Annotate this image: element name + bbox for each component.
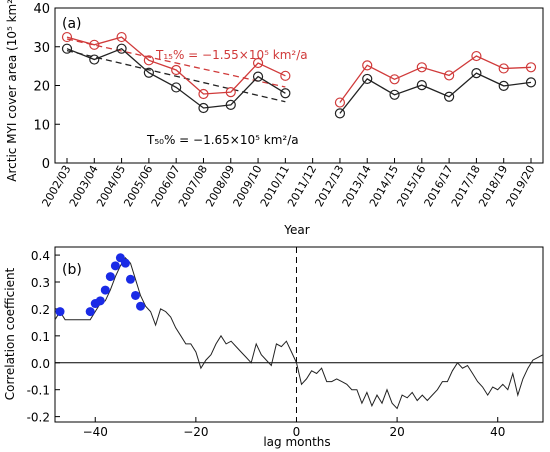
y-tick-label: 0.3 bbox=[31, 276, 50, 290]
data-point-t50 bbox=[362, 73, 373, 85]
y-tick-label: 10 bbox=[33, 118, 50, 133]
data-point-t15 bbox=[334, 97, 346, 108]
y-tick-label: 20 bbox=[33, 80, 50, 95]
panel-a-frame bbox=[54, 7, 544, 164]
correlation-line bbox=[54, 256, 544, 410]
data-point-t15 bbox=[61, 31, 73, 43]
panel-a-ylabel: Arctic MYI cover area (10⁵ km²) bbox=[5, 0, 19, 182]
significant-point bbox=[120, 258, 130, 268]
data-point-t15 bbox=[389, 74, 400, 85]
x-tick-label: 0 bbox=[293, 425, 301, 439]
panel-a-x-ticks: 2002/032003/042004/052005/062006/072007/… bbox=[39, 158, 538, 209]
significant-point bbox=[55, 307, 65, 317]
significant-point bbox=[105, 272, 115, 282]
panel-b-series bbox=[54, 256, 544, 410]
data-point-t50 bbox=[416, 80, 427, 91]
annotation-t50: T₅₀% = −1.65×10⁵ km²/a bbox=[146, 133, 299, 147]
data-point-t50 bbox=[498, 80, 509, 91]
panel-a-y-ticks: 0 10 20 30 40 bbox=[33, 2, 60, 172]
significant-point bbox=[130, 290, 140, 300]
data-point-t50 bbox=[171, 82, 182, 93]
data-point-t15 bbox=[525, 62, 537, 73]
y-tick-label: 0.2 bbox=[31, 303, 50, 317]
y-tick-label: 40 bbox=[33, 2, 50, 17]
panel-b: (b) Correlation coefficient lag months -… bbox=[3, 246, 544, 449]
y-tick-label: 0.4 bbox=[31, 249, 50, 263]
panel-b-y-ticks: -0.2 -0.1 0.0 0.1 0.2 0.3 0.4 bbox=[27, 249, 60, 425]
data-point-t15 bbox=[89, 39, 100, 50]
series-line-t50 bbox=[339, 72, 532, 114]
panel-a: (a) Arctic MYI cover area (10⁵ km²) Year… bbox=[5, 0, 544, 237]
annotation-t15: T₁₅% = −1.55×10⁵ km²/a bbox=[155, 48, 308, 62]
data-point-t15 bbox=[362, 60, 373, 71]
y-tick-label: -0.1 bbox=[27, 384, 50, 398]
data-point-t50 bbox=[89, 54, 100, 65]
panel-b-markers bbox=[55, 253, 146, 317]
data-point-t15 bbox=[143, 55, 154, 66]
data-point-t50 bbox=[525, 77, 537, 88]
y-tick-label: 30 bbox=[33, 41, 50, 56]
panel-b-xlabel: lag months bbox=[263, 435, 330, 449]
data-point-t15 bbox=[198, 88, 209, 100]
panel-a-series bbox=[61, 31, 537, 119]
series-line-t50 bbox=[66, 47, 286, 109]
panel-b-reference-lines bbox=[55, 247, 543, 422]
significant-point bbox=[85, 307, 95, 317]
data-point-t50 bbox=[334, 108, 346, 119]
data-point-t50 bbox=[116, 43, 127, 54]
x-tick-label: 40 bbox=[490, 425, 505, 439]
panel-b-frame bbox=[54, 246, 544, 423]
trend-line-t50 bbox=[66, 49, 286, 103]
data-point-t50 bbox=[225, 99, 236, 110]
significant-point bbox=[125, 274, 135, 284]
panel-a-label: (a) bbox=[62, 16, 82, 32]
panel-a-xlabel: Year bbox=[283, 223, 309, 237]
data-point-t15 bbox=[416, 62, 427, 73]
trend-line-t15 bbox=[66, 38, 286, 88]
data-point-t50 bbox=[198, 102, 209, 114]
panel-b-label: (b) bbox=[62, 262, 82, 278]
data-point-t15 bbox=[444, 70, 455, 81]
data-point-t15 bbox=[171, 64, 182, 76]
data-point-t50 bbox=[471, 67, 482, 79]
data-point-t15 bbox=[116, 31, 127, 43]
y-tick-label: 0 bbox=[42, 157, 50, 172]
x-tick-label: −20 bbox=[183, 425, 208, 439]
data-point-t50 bbox=[444, 91, 455, 102]
data-point-t50 bbox=[252, 71, 264, 82]
x-tick-label: 20 bbox=[389, 425, 404, 439]
y-tick-label: 0.1 bbox=[31, 330, 50, 344]
data-point-t50 bbox=[280, 88, 291, 99]
data-point-t50 bbox=[389, 89, 400, 100]
panel-a-trend-lines bbox=[66, 38, 286, 103]
y-tick-label: 0.0 bbox=[31, 357, 50, 371]
x-tick-label: −40 bbox=[83, 425, 108, 439]
y-tick-label: -0.2 bbox=[27, 411, 50, 425]
data-point-t15 bbox=[471, 50, 482, 62]
data-point-t15 bbox=[498, 63, 509, 74]
data-point-t15 bbox=[225, 86, 236, 98]
data-point-t15 bbox=[280, 70, 291, 81]
panel-b-ylabel: Correlation coefficient bbox=[3, 267, 17, 400]
significant-point bbox=[110, 261, 120, 271]
series-line-t15 bbox=[66, 36, 286, 95]
data-point-t15 bbox=[252, 57, 264, 69]
significant-point bbox=[100, 285, 110, 295]
significant-point bbox=[95, 296, 105, 306]
significant-point bbox=[136, 301, 146, 311]
data-point-t50 bbox=[61, 43, 73, 54]
data-point-t50 bbox=[143, 67, 154, 78]
panel-b-x-ticks: −40 −20 0 20 40 bbox=[83, 417, 505, 439]
